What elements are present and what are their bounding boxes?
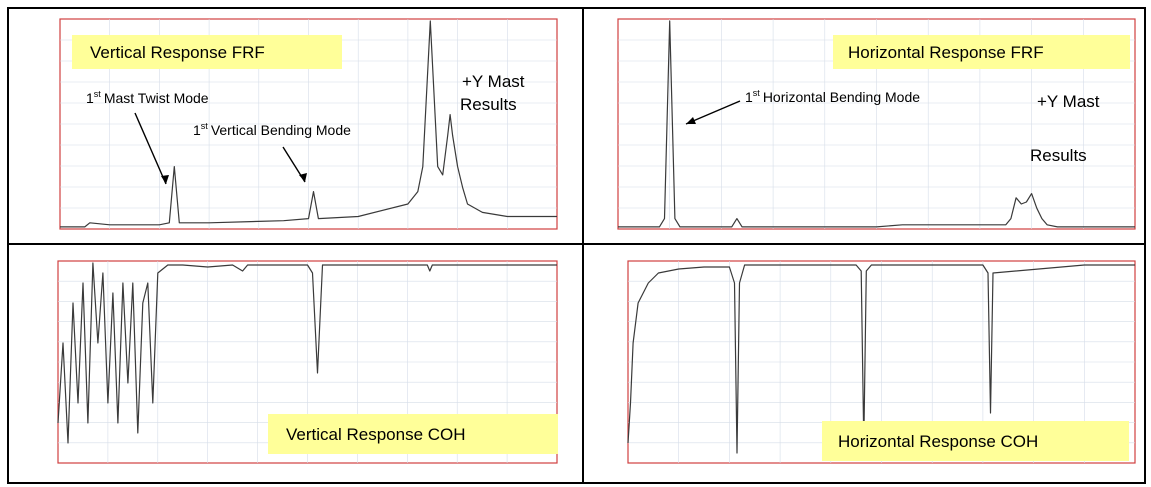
note-line-2-vertical-frf: Results (460, 95, 517, 114)
annotation-vertical-bending-prefix: 1 (193, 122, 201, 138)
trace-vertical-frf (60, 20, 557, 228)
note-line-2-horizontal-frf: Results (1030, 146, 1087, 165)
arrow-mast-twist (134, 112, 167, 185)
panel-vertical-coh: Vertical Response COH (57, 260, 558, 464)
note-line-1-vertical-frf: +Y Mast (462, 72, 525, 91)
title-box-horizontal-coh (822, 421, 1129, 461)
title-box-vertical-coh (268, 414, 558, 454)
annotation-mast-twist-prefix: 1 (86, 90, 94, 106)
annotation-horizontal-bending-sup: st (753, 88, 761, 98)
panel-vertical-frf: Vertical Response FRF +Y Mast Results 1s… (59, 18, 558, 230)
annotation-horizontal-bending-prefix: 1 (745, 89, 753, 105)
grid-horizontal-frf (618, 19, 1135, 229)
panel-horizontal-coh: Horizontal Response COH (627, 260, 1136, 464)
annotation-mast-twist-text: Mast Twist Mode (104, 90, 209, 106)
chart-title-vertical-coh: Vertical Response COH (286, 425, 466, 444)
arrowhead-mast-twist (161, 175, 169, 184)
annotation-vertical-bending-sup: st (201, 121, 209, 131)
note-line-1-horizontal-frf: +Y Mast (1037, 92, 1100, 111)
grid-vertical-frf (60, 19, 557, 229)
annotation-mast-twist: 1st Mast Twist Mode (86, 89, 209, 106)
arrowhead-vertical-bending (299, 173, 307, 182)
annotation-horizontal-bending-text: Horizontal Bending Mode (763, 89, 920, 105)
annotation-vertical-bending-text: Vertical Bending Mode (211, 122, 351, 138)
chart-title-horizontal-frf: Horizontal Response FRF (848, 43, 1044, 62)
arrowhead-horizontal-bending (686, 117, 696, 124)
chart-title-horizontal-coh: Horizontal Response COH (838, 432, 1038, 451)
annotation-horizontal-bending: 1st Horizontal Bending Mode (745, 88, 920, 105)
chart-title-vertical-frf: Vertical Response FRF (90, 43, 265, 62)
trace-horizontal-coh (627, 264, 1135, 454)
trace-horizontal-frf (618, 20, 1135, 228)
outer-frame (7, 7, 1146, 484)
arrow-horizontal-bending (685, 100, 741, 125)
panel-horizontal-frf: Horizontal Response FRF +Y Mast Results … (617, 18, 1136, 230)
title-box-vertical-frf (72, 35, 342, 69)
annotation-mast-twist-sup: st (94, 89, 102, 99)
title-box-horizontal-frf (833, 35, 1130, 69)
trace-vertical-coh (57, 262, 557, 444)
annotation-vertical-bending: 1st Vertical Bending Mode (193, 121, 351, 138)
